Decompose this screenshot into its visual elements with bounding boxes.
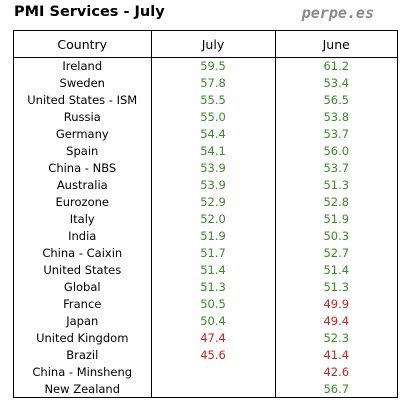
table-header-row: Country July June [14,31,397,58]
cell-country: Sweden [59,76,105,90]
cell-july: 52.9 [150,194,275,211]
cell-july: 55.0 [150,109,275,126]
cell-july: 51.4 [150,262,275,279]
cell-june: 51.3 [274,279,397,296]
cell-july: 50.4 [150,313,275,330]
cell-country: United Kingdom [36,331,129,345]
table-row: Spain 54.1 56.0 [14,143,397,160]
cell-july: 53.9 [150,160,275,177]
cell-country: Global [63,280,101,294]
cell-june: 56.7 [274,381,397,398]
cell-country: United States - ISM [27,93,138,107]
cell-june: 53.4 [274,75,397,92]
cell-july: 50.5 [150,296,275,313]
table-row: Brazil 45.6 41.4 [14,347,397,364]
cell-country: Japan [66,314,99,328]
brand-watermark: perpe.es [301,4,374,22]
cell-country: New Zealand [44,382,121,396]
table-row: China - Minsheng 42.6 [14,364,397,381]
cell-june: 61.2 [274,57,397,75]
cell-june: 52.3 [274,330,397,347]
cell-country: India [68,229,97,243]
cell-country: Eurozone [55,195,109,209]
cell-country: China - Minsheng [32,365,133,379]
table-row: Germany 54.4 53.7 [14,126,397,143]
cell-country: Ireland [62,59,103,73]
cell-july: 53.9 [150,177,275,194]
table-row: China - NBS 53.9 53.7 [14,160,397,177]
cell-july: 59.5 [150,57,275,75]
cell-country: China - Caixin [42,246,123,260]
cell-june: 49.4 [274,313,397,330]
cell-june: 52.7 [274,245,397,262]
cell-june: 41.4 [274,347,397,364]
table-row: France 50.5 49.9 [14,296,397,313]
header-july: July [150,31,275,58]
header-country: Country [14,31,151,58]
cell-country: Australia [56,178,108,192]
cell-country: Italy [69,212,95,226]
cell-july: 54.4 [150,126,275,143]
cell-july: 55.5 [150,92,275,109]
cell-june: 42.6 [274,364,397,381]
table-row: Ireland 59.5 61.2 [14,57,397,75]
cell-june: 53.7 [274,126,397,143]
cell-country: Brazil [66,348,99,362]
pmi-table-frame: Country July June Ireland 59.5 61.2 Sweden 5… [13,30,398,398]
cell-july: 54.1 [150,143,275,160]
table-row: Global 51.3 51.3 [14,279,397,296]
table-row: Sweden 57.8 53.4 [14,75,397,92]
table-row: New Zealand 56.7 [14,381,397,398]
table-row: Russia 55.0 53.8 [14,109,397,126]
cell-country: China - NBS [48,161,117,175]
page-title: PMI Services - July [14,4,165,20]
table-row: United States 51.4 51.4 [14,262,397,279]
table-row: United Kingdom 47.4 52.3 [14,330,397,347]
pmi-table: Country July June Ireland 59.5 61.2 Sweden 5… [14,31,397,398]
header-june: June [274,31,397,58]
cell-july [150,381,275,398]
cell-country: Germany [55,127,109,141]
cell-country: United States [43,263,122,277]
table-row: Eurozone 52.9 52.8 [14,194,397,211]
cell-july [150,364,275,381]
cell-june: 51.4 [274,262,397,279]
cell-july: 47.4 [150,330,275,347]
cell-june: 51.3 [274,177,397,194]
cell-june: 52.8 [274,194,397,211]
cell-july: 51.3 [150,279,275,296]
table-row: Italy 52.0 51.9 [14,211,397,228]
table-row: India 51.9 50.3 [14,228,397,245]
cell-country: Spain [66,144,99,158]
cell-july: 45.6 [150,347,275,364]
cell-june: 51.9 [274,211,397,228]
table-row: Japan 50.4 49.4 [14,313,397,330]
cell-june: 56.5 [274,92,397,109]
cell-country: France [63,297,102,311]
table-row: United States - ISM 55.5 56.5 [14,92,397,109]
table-row: China - Caixin 51.7 52.7 [14,245,397,262]
cell-june: 53.7 [274,160,397,177]
cell-june: 49.9 [274,296,397,313]
cell-july: 51.7 [150,245,275,262]
table-body: Ireland 59.5 61.2 Sweden 57.8 53.4 United Stat… [14,57,397,398]
cell-june: 50.3 [274,228,397,245]
cell-country: Russia [63,110,101,124]
cell-july: 57.8 [150,75,275,92]
cell-june: 56.0 [274,143,397,160]
table-row: Australia 53.9 51.3 [14,177,397,194]
cell-july: 52.0 [150,211,275,228]
cell-june: 53.8 [274,109,397,126]
cell-july: 51.9 [150,228,275,245]
